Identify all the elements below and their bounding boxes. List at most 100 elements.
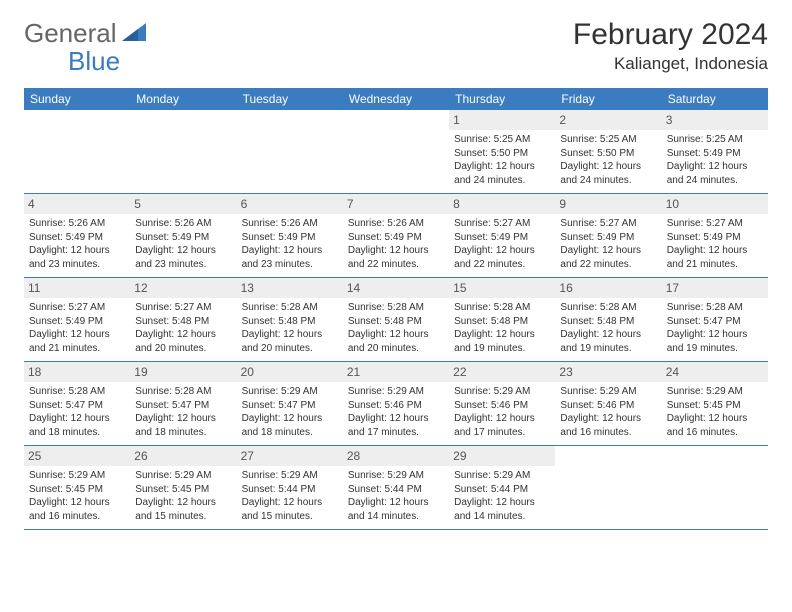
sunrise-text: Sunrise: 5:26 AM <box>348 217 444 231</box>
day-cell: 15Sunrise: 5:28 AMSunset: 5:48 PMDayligh… <box>449 278 555 361</box>
daylight-text: Daylight: 12 hours and 22 minutes. <box>348 244 444 271</box>
sunrise-text: Sunrise: 5:25 AM <box>454 133 550 147</box>
day-cell <box>24 110 130 193</box>
day-number: 3 <box>662 110 768 130</box>
week-row: 25Sunrise: 5:29 AMSunset: 5:45 PMDayligh… <box>24 446 768 530</box>
day-number: 13 <box>237 278 343 298</box>
daylight-text: Daylight: 12 hours and 19 minutes. <box>454 328 550 355</box>
day-details: Sunrise: 5:29 AMSunset: 5:47 PMDaylight:… <box>241 385 339 439</box>
sunrise-text: Sunrise: 5:28 AM <box>242 301 338 315</box>
day-details: Sunrise: 5:27 AMSunset: 5:49 PMDaylight:… <box>453 217 551 271</box>
day-details: Sunrise: 5:29 AMSunset: 5:45 PMDaylight:… <box>134 469 232 523</box>
day-number: 11 <box>24 278 130 298</box>
day-details: Sunrise: 5:28 AMSunset: 5:47 PMDaylight:… <box>666 301 764 355</box>
day-details: Sunrise: 5:25 AMSunset: 5:50 PMDaylight:… <box>453 133 551 187</box>
weekday-header: Friday <box>555 88 661 110</box>
day-details: Sunrise: 5:28 AMSunset: 5:47 PMDaylight:… <box>134 385 232 439</box>
day-details: Sunrise: 5:28 AMSunset: 5:48 PMDaylight:… <box>559 301 657 355</box>
day-details: Sunrise: 5:26 AMSunset: 5:49 PMDaylight:… <box>134 217 232 271</box>
day-details: Sunrise: 5:29 AMSunset: 5:44 PMDaylight:… <box>453 469 551 523</box>
day-cell: 8Sunrise: 5:27 AMSunset: 5:49 PMDaylight… <box>449 194 555 277</box>
logo-triangle-icon <box>122 23 146 41</box>
sunrise-text: Sunrise: 5:25 AM <box>667 133 763 147</box>
daylight-text: Daylight: 12 hours and 17 minutes. <box>454 412 550 439</box>
day-cell: 13Sunrise: 5:28 AMSunset: 5:48 PMDayligh… <box>237 278 343 361</box>
daylight-text: Daylight: 12 hours and 21 minutes. <box>29 328 125 355</box>
day-number: 4 <box>24 194 130 214</box>
month-title: February 2024 <box>573 18 768 52</box>
daylight-text: Daylight: 12 hours and 22 minutes. <box>560 244 656 271</box>
sunset-text: Sunset: 5:50 PM <box>560 147 656 161</box>
sunrise-text: Sunrise: 5:29 AM <box>348 385 444 399</box>
header: General February 2024 Kalianget, Indones… <box>24 18 768 74</box>
day-cell: 23Sunrise: 5:29 AMSunset: 5:46 PMDayligh… <box>555 362 661 445</box>
day-number: 9 <box>555 194 661 214</box>
day-cell: 16Sunrise: 5:28 AMSunset: 5:48 PMDayligh… <box>555 278 661 361</box>
day-number: 21 <box>343 362 449 382</box>
day-details: Sunrise: 5:29 AMSunset: 5:46 PMDaylight:… <box>453 385 551 439</box>
weekday-header: Wednesday <box>343 88 449 110</box>
sunset-text: Sunset: 5:48 PM <box>454 315 550 329</box>
day-cell: 2Sunrise: 5:25 AMSunset: 5:50 PMDaylight… <box>555 110 661 193</box>
sunrise-text: Sunrise: 5:27 AM <box>29 301 125 315</box>
sunset-text: Sunset: 5:49 PM <box>135 231 231 245</box>
day-cell <box>237 110 343 193</box>
day-details: Sunrise: 5:27 AMSunset: 5:49 PMDaylight:… <box>28 301 126 355</box>
sunset-text: Sunset: 5:50 PM <box>454 147 550 161</box>
day-details: Sunrise: 5:27 AMSunset: 5:49 PMDaylight:… <box>666 217 764 271</box>
sunrise-text: Sunrise: 5:27 AM <box>667 217 763 231</box>
day-number: 12 <box>130 278 236 298</box>
day-details: Sunrise: 5:29 AMSunset: 5:44 PMDaylight:… <box>241 469 339 523</box>
calendar-grid: Sunday Monday Tuesday Wednesday Thursday… <box>24 88 768 530</box>
day-number: 10 <box>662 194 768 214</box>
sunrise-text: Sunrise: 5:29 AM <box>454 385 550 399</box>
day-cell: 1Sunrise: 5:25 AMSunset: 5:50 PMDaylight… <box>449 110 555 193</box>
brand-logo: General <box>24 18 148 49</box>
day-cell: 19Sunrise: 5:28 AMSunset: 5:47 PMDayligh… <box>130 362 236 445</box>
sunrise-text: Sunrise: 5:27 AM <box>454 217 550 231</box>
day-details: Sunrise: 5:29 AMSunset: 5:46 PMDaylight:… <box>347 385 445 439</box>
day-cell: 10 Sunrise: 5:27 AMSunset: 5:49 PMDayligh… <box>662 194 768 277</box>
day-details: Sunrise: 5:26 AMSunset: 5:49 PMDaylight:… <box>241 217 339 271</box>
week-row: 1Sunrise: 5:25 AMSunset: 5:50 PMDaylight… <box>24 110 768 194</box>
sunrise-text: Sunrise: 5:28 AM <box>667 301 763 315</box>
sunrise-text: Sunrise: 5:29 AM <box>348 469 444 483</box>
day-cell: 12Sunrise: 5:27 AMSunset: 5:48 PMDayligh… <box>130 278 236 361</box>
daylight-text: Daylight: 12 hours and 19 minutes. <box>667 328 763 355</box>
weekday-header: Saturday <box>662 88 768 110</box>
daylight-text: Daylight: 12 hours and 16 minutes. <box>29 496 125 523</box>
sunrise-text: Sunrise: 5:29 AM <box>29 469 125 483</box>
day-details: Sunrise: 5:25 AMSunset: 5:50 PMDaylight:… <box>559 133 657 187</box>
day-number: 26 <box>130 446 236 466</box>
sunset-text: Sunset: 5:47 PM <box>135 399 231 413</box>
sunrise-text: Sunrise: 5:26 AM <box>29 217 125 231</box>
day-cell: 18Sunrise: 5:28 AMSunset: 5:47 PMDayligh… <box>24 362 130 445</box>
weekday-header: Sunday <box>24 88 130 110</box>
day-number: 22 <box>449 362 555 382</box>
day-cell: 11 Sunrise: 5:27 AMSunset: 5:49 PMDayligh… <box>24 278 130 361</box>
weekday-header-row: Sunday Monday Tuesday Wednesday Thursday… <box>24 88 768 110</box>
daylight-text: Daylight: 12 hours and 18 minutes. <box>242 412 338 439</box>
day-number: 14 <box>343 278 449 298</box>
day-cell: 27Sunrise: 5:29 AMSunset: 5:44 PMDayligh… <box>237 446 343 529</box>
sunset-text: Sunset: 5:49 PM <box>454 231 550 245</box>
day-cell: 17 Sunrise: 5:28 AMSunset: 5:47 PMDayligh… <box>662 278 768 361</box>
daylight-text: Daylight: 12 hours and 15 minutes. <box>242 496 338 523</box>
sunset-text: Sunset: 5:47 PM <box>29 399 125 413</box>
daylight-text: Daylight: 12 hours and 14 minutes. <box>454 496 550 523</box>
day-number: 25 <box>24 446 130 466</box>
day-cell: 28Sunrise: 5:29 AMSunset: 5:44 PMDayligh… <box>343 446 449 529</box>
sunset-text: Sunset: 5:49 PM <box>29 315 125 329</box>
day-cell: 9 Sunrise: 5:27 AMSunset: 5:49 PMDaylight… <box>555 194 661 277</box>
day-number: 17 <box>662 278 768 298</box>
sunrise-text: Sunrise: 5:28 AM <box>348 301 444 315</box>
day-cell <box>662 446 768 529</box>
daylight-text: Daylight: 12 hours and 20 minutes. <box>135 328 231 355</box>
weeks-container: 1Sunrise: 5:25 AMSunset: 5:50 PMDaylight… <box>24 110 768 530</box>
day-cell: 14Sunrise: 5:28 AMSunset: 5:48 PMDayligh… <box>343 278 449 361</box>
sunrise-text: Sunrise: 5:27 AM <box>560 217 656 231</box>
sunset-text: Sunset: 5:49 PM <box>560 231 656 245</box>
day-details: Sunrise: 5:29 AMSunset: 5:44 PMDaylight:… <box>347 469 445 523</box>
day-details: Sunrise: 5:29 AMSunset: 5:45 PMDaylight:… <box>28 469 126 523</box>
day-cell <box>555 446 661 529</box>
